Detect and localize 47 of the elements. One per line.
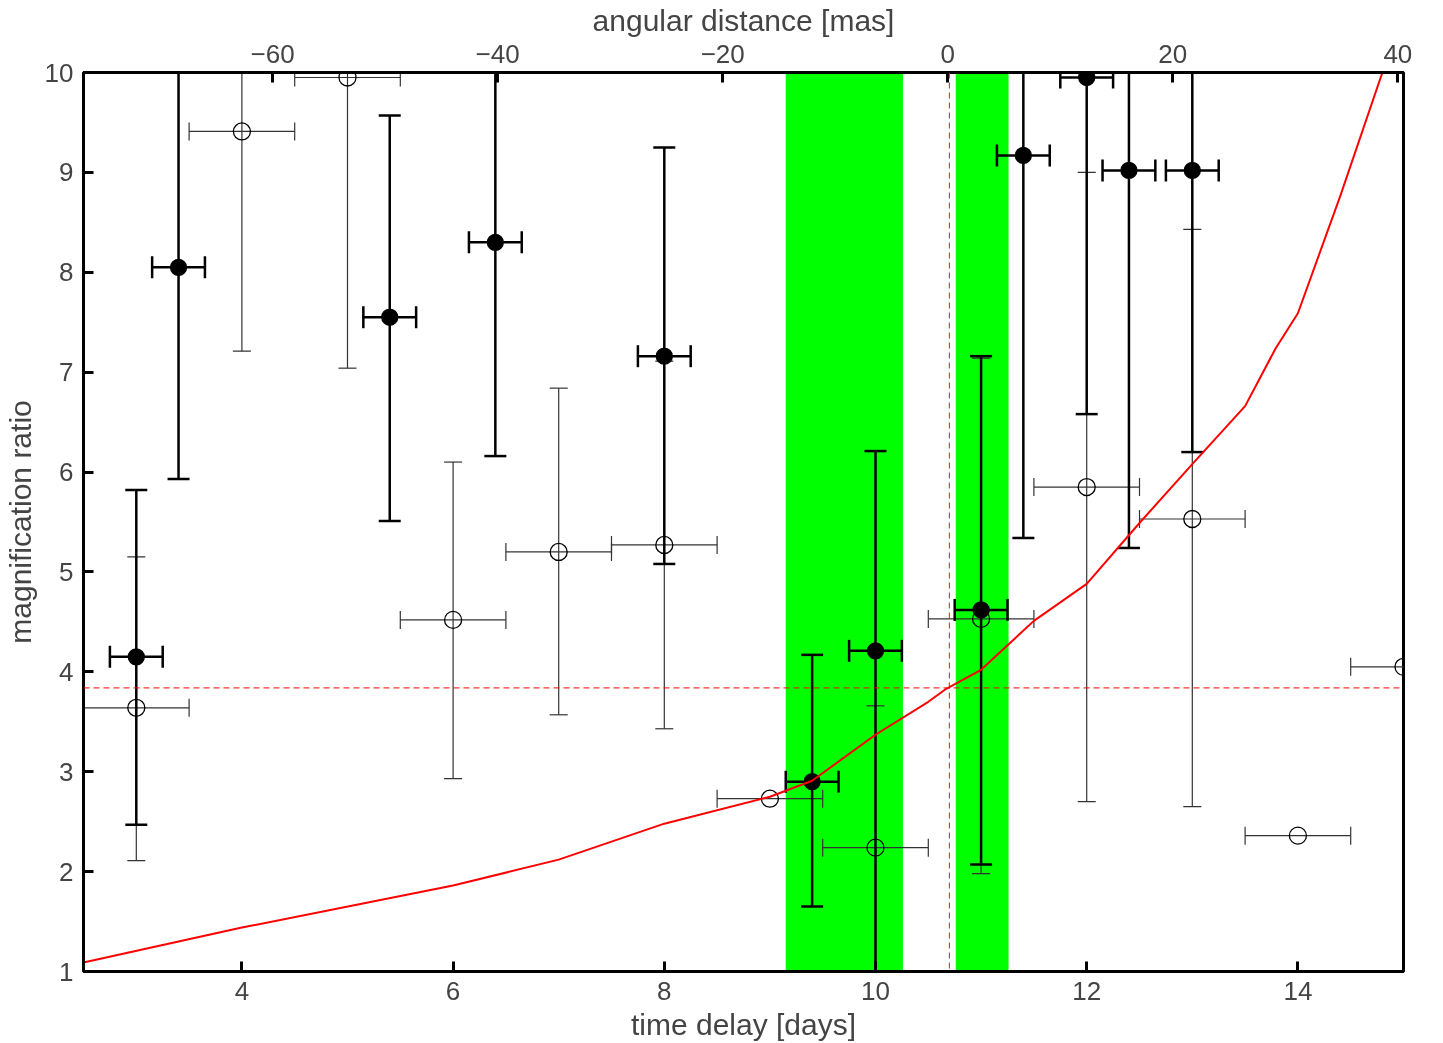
point xyxy=(655,347,673,365)
y-tick-label: 2 xyxy=(59,856,74,887)
point xyxy=(760,789,780,808)
x-tick-label: 8 xyxy=(657,975,672,1006)
x2-axis-title: angular distance [mas] xyxy=(592,3,895,37)
y-tick-label: 10 xyxy=(44,57,74,88)
y-tick-label: 4 xyxy=(59,656,74,687)
y-tick-label: 9 xyxy=(59,157,74,188)
point xyxy=(972,601,990,619)
point xyxy=(1077,477,1096,497)
point xyxy=(866,642,885,660)
y-tick-label: 7 xyxy=(59,357,74,388)
point xyxy=(486,233,504,251)
x2-tick-label: −60 xyxy=(250,38,295,69)
x2-tick-label: 20 xyxy=(1158,38,1188,69)
x-tick-label: 12 xyxy=(1072,975,1102,1006)
y-axis-title: magnification ratio xyxy=(3,400,37,644)
y-tick-label: 6 xyxy=(59,457,74,488)
x2-tick-label: 40 xyxy=(1383,38,1413,69)
point xyxy=(1183,161,1201,180)
x-tick-label: 10 xyxy=(861,975,890,1006)
x-axis-title: time delay [days] xyxy=(630,1007,857,1041)
x-tick-label: 4 xyxy=(234,975,250,1006)
point xyxy=(866,838,885,857)
point xyxy=(549,542,568,562)
point xyxy=(1078,72,1096,87)
x2-tick-label: 0 xyxy=(940,38,955,69)
point xyxy=(169,258,188,276)
point xyxy=(655,535,674,555)
y-tick-label: 1 xyxy=(59,956,74,987)
y-tick-label: 8 xyxy=(59,257,74,288)
point xyxy=(1120,161,1138,180)
point xyxy=(232,122,252,141)
x-tick-label: 6 xyxy=(445,975,461,1006)
point xyxy=(1183,509,1202,529)
x-tick-label: 14 xyxy=(1283,975,1313,1006)
y-tick-label: 5 xyxy=(59,556,74,587)
y-tick-label: 3 xyxy=(59,756,74,787)
point xyxy=(127,648,145,666)
point xyxy=(1288,826,1308,845)
point xyxy=(443,610,463,630)
x2-tick-label: −40 xyxy=(475,38,520,69)
x2-tick-label: −20 xyxy=(700,38,745,69)
point xyxy=(381,308,399,326)
point xyxy=(1014,146,1032,165)
point xyxy=(127,698,146,717)
point xyxy=(338,72,357,87)
